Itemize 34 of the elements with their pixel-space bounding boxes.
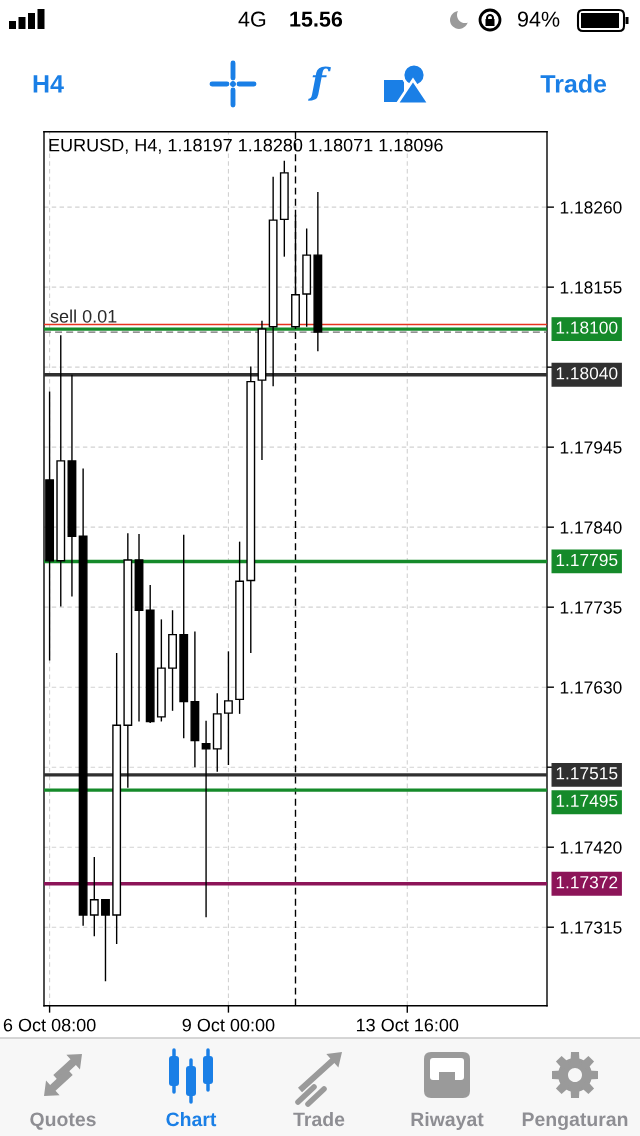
text: f bbox=[308, 66, 331, 101]
candlestick bbox=[101, 899, 110, 983]
text: Trade bbox=[540, 74, 607, 93]
y-tick-label: 1.17840 bbox=[560, 521, 622, 534]
candlestick bbox=[89, 856, 99, 938]
y-tick-label: 1.17315 bbox=[560, 921, 622, 934]
annotation: sell 0.01 bbox=[50, 309, 117, 323]
y-tick-label: 1.17735 bbox=[560, 601, 622, 614]
ref-line-label: 1.17495 bbox=[556, 794, 618, 807]
text: Trade bbox=[293, 1111, 345, 1127]
y-tick-label: 1.17945 bbox=[560, 441, 622, 454]
text: H4 bbox=[33, 75, 64, 93]
y-tick-label: 1.18155 bbox=[560, 281, 622, 294]
ref-line-label: 1.17795 bbox=[556, 553, 618, 567]
text: 15.56 bbox=[290, 11, 343, 27]
ref-line-label: 1.17515 bbox=[556, 767, 618, 780]
y-tick-label: 1.17630 bbox=[560, 681, 622, 694]
text: 94% bbox=[518, 11, 560, 27]
candlestick bbox=[201, 720, 211, 919]
text: 4G bbox=[238, 11, 266, 27]
chart-title: EURUSD, H4, 1.18197 1.18280 1.18071 1.18096 bbox=[49, 138, 443, 154]
text: Pengaturan bbox=[522, 1112, 628, 1131]
y-tick-label: 1.17420 bbox=[560, 841, 622, 854]
ref-line-label: 1.18100 bbox=[556, 321, 618, 334]
x-tick-label: 6 Oct 08:00 bbox=[3, 1018, 96, 1032]
ref-line-label: 1.18040 bbox=[556, 367, 618, 380]
y-tick-label: 1.18260 bbox=[560, 201, 622, 214]
text: Chart bbox=[166, 1111, 217, 1127]
text: Quotes bbox=[30, 1112, 96, 1130]
text: Riwayat bbox=[411, 1111, 484, 1131]
candlestick bbox=[223, 650, 233, 766]
x-tick-label: 13 Oct 16:00 bbox=[356, 1018, 459, 1032]
x-tick-label: 9 Oct 00:00 bbox=[182, 1018, 275, 1032]
ref-line-label: 1.17372 bbox=[556, 876, 618, 889]
